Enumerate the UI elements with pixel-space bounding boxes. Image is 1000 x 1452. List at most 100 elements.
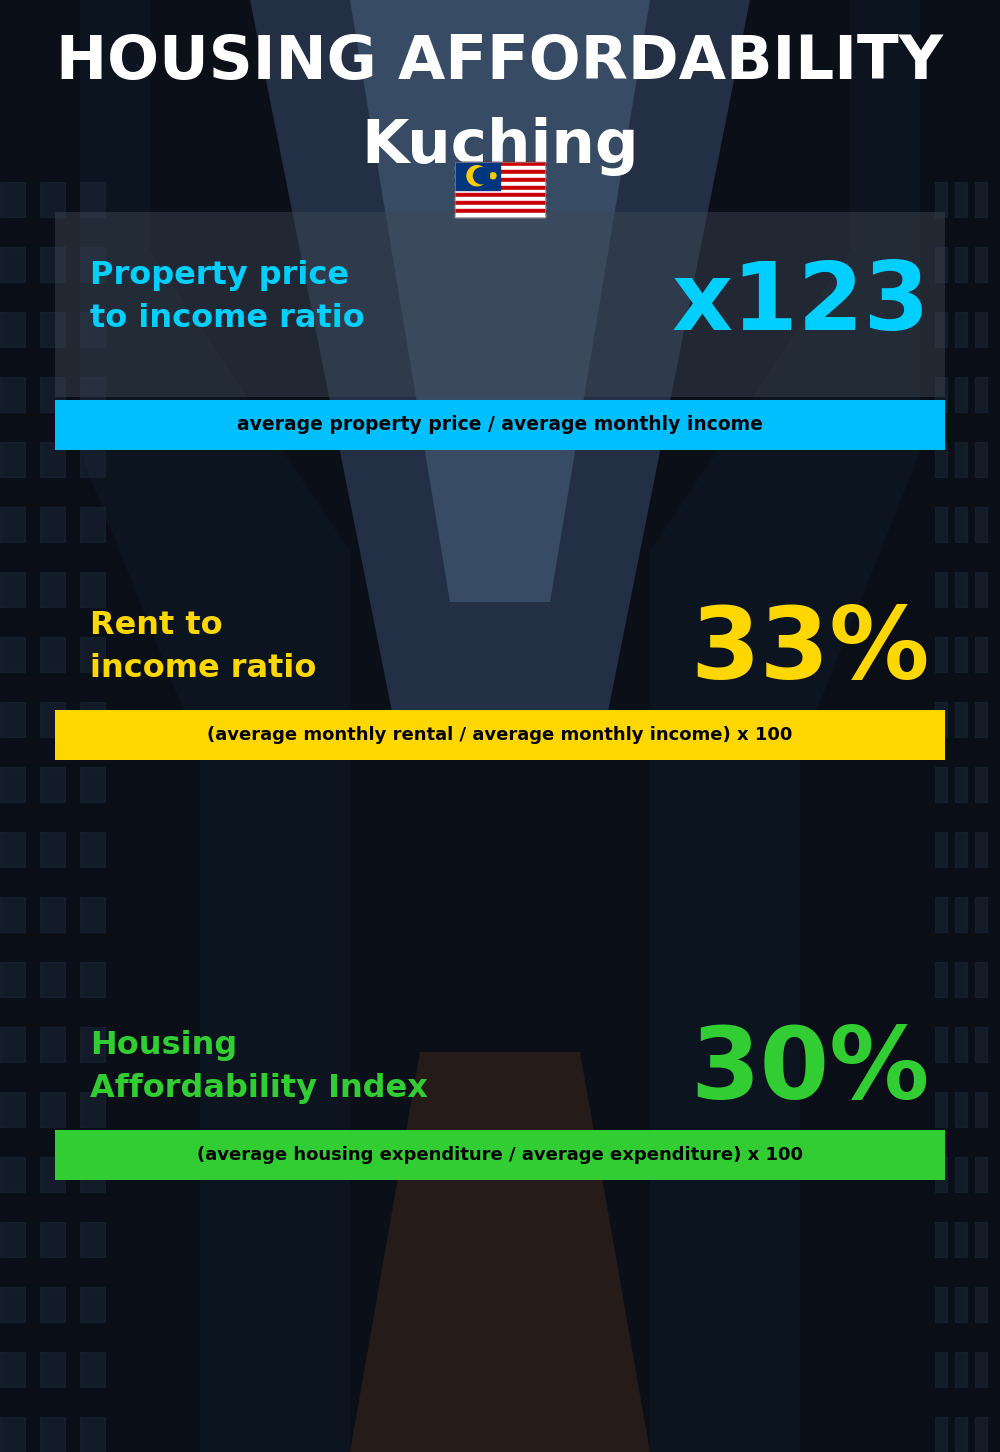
Circle shape — [474, 168, 489, 184]
Text: 30%: 30% — [691, 1024, 930, 1121]
Bar — [0, 832, 25, 867]
Bar — [975, 441, 987, 478]
Bar — [955, 1417, 967, 1452]
Bar — [955, 637, 967, 672]
Bar — [80, 507, 105, 542]
Bar — [455, 163, 545, 166]
Bar — [40, 1092, 65, 1127]
Bar — [40, 897, 65, 932]
Bar — [455, 163, 545, 216]
Bar — [935, 312, 947, 347]
Polygon shape — [250, 0, 750, 752]
Text: Kuching: Kuching — [361, 118, 639, 177]
Bar — [955, 441, 967, 478]
Text: Property price
to income ratio: Property price to income ratio — [90, 260, 365, 334]
Bar — [975, 637, 987, 672]
Bar — [40, 247, 65, 282]
Bar — [0, 572, 25, 607]
Bar — [935, 247, 947, 282]
Bar — [955, 247, 967, 282]
Bar — [935, 767, 947, 802]
Bar — [40, 572, 65, 607]
Bar — [455, 174, 545, 177]
Bar — [975, 247, 987, 282]
Bar — [40, 1352, 65, 1387]
Bar — [40, 701, 65, 738]
Bar — [40, 1417, 65, 1452]
Bar — [55, 1130, 945, 1180]
Bar — [935, 441, 947, 478]
Bar — [455, 190, 545, 193]
Bar — [40, 182, 65, 216]
Bar — [975, 832, 987, 867]
Circle shape — [467, 166, 487, 186]
Polygon shape — [350, 1053, 650, 1452]
Bar — [955, 507, 967, 542]
Bar — [0, 963, 25, 998]
Bar — [975, 572, 987, 607]
Bar — [975, 897, 987, 932]
Bar — [455, 193, 545, 197]
Text: (average housing expenditure / average expenditure) x 100: (average housing expenditure / average e… — [197, 1146, 803, 1165]
Bar — [80, 897, 105, 932]
Text: 33%: 33% — [691, 604, 930, 700]
Text: Housing
Affordability Index: Housing Affordability Index — [90, 1029, 428, 1104]
Bar — [80, 767, 105, 802]
Bar — [955, 701, 967, 738]
Bar — [80, 572, 105, 607]
Text: Rent to
income ratio: Rent to income ratio — [90, 610, 316, 684]
Bar — [935, 572, 947, 607]
Bar — [80, 247, 105, 282]
Bar — [0, 1286, 25, 1321]
Bar — [0, 441, 25, 478]
Bar — [80, 1223, 105, 1257]
Bar — [455, 177, 545, 182]
Bar — [80, 441, 105, 478]
Bar — [455, 163, 500, 190]
Bar — [40, 1027, 65, 1061]
Bar — [935, 1286, 947, 1321]
Bar — [0, 897, 25, 932]
Bar — [80, 1027, 105, 1061]
Bar — [935, 897, 947, 932]
Bar — [955, 312, 967, 347]
Text: (average monthly rental / average monthly income) x 100: (average monthly rental / average monthl… — [207, 726, 793, 743]
Bar — [40, 507, 65, 542]
Bar — [935, 963, 947, 998]
Bar — [975, 1092, 987, 1127]
Bar — [0, 1027, 25, 1061]
Bar — [40, 441, 65, 478]
Bar — [935, 832, 947, 867]
Bar — [975, 312, 987, 347]
Bar — [0, 1417, 25, 1452]
Bar — [955, 1092, 967, 1127]
Bar — [40, 1223, 65, 1257]
Bar — [80, 312, 105, 347]
Bar — [935, 637, 947, 672]
Bar — [40, 767, 65, 802]
Bar — [955, 767, 967, 802]
Bar — [935, 1223, 947, 1257]
Bar — [955, 1286, 967, 1321]
Text: x123: x123 — [672, 258, 930, 350]
Bar — [935, 1092, 947, 1127]
Bar — [0, 182, 25, 216]
Bar — [975, 507, 987, 542]
Bar — [40, 312, 65, 347]
Bar — [0, 507, 25, 542]
Bar — [975, 1027, 987, 1061]
Bar — [455, 202, 545, 205]
Bar — [0, 378, 25, 412]
Bar — [975, 1286, 987, 1321]
Bar — [455, 213, 545, 216]
Bar — [935, 1157, 947, 1192]
Bar — [955, 378, 967, 412]
Bar — [455, 205, 545, 209]
Bar — [975, 1417, 987, 1452]
Bar — [80, 378, 105, 412]
Bar — [935, 1027, 947, 1061]
Polygon shape — [650, 0, 1000, 1452]
Bar — [455, 186, 545, 190]
Bar — [40, 637, 65, 672]
Bar — [935, 182, 947, 216]
